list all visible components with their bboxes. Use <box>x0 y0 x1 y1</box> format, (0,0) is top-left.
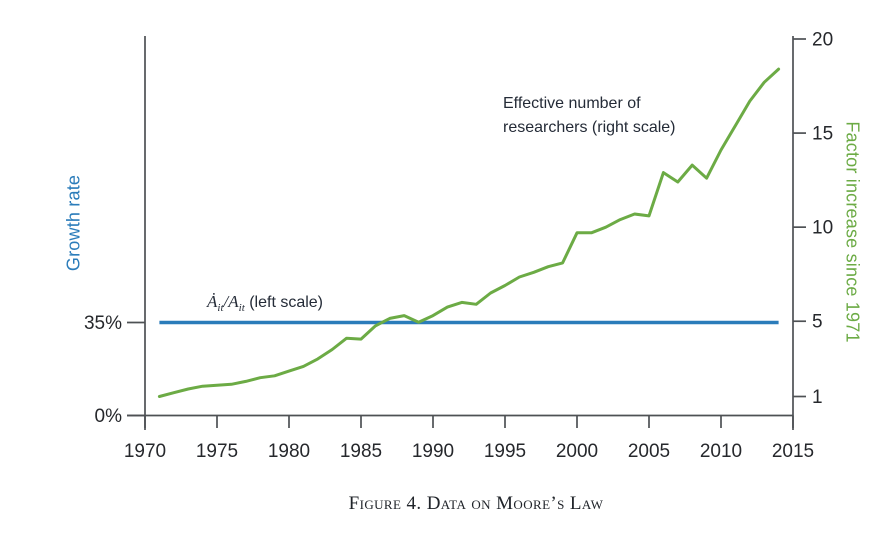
right-tick-label: 15 <box>812 124 833 145</box>
x-tick-label: 1970 <box>124 441 166 462</box>
right-tick-label: 5 <box>812 312 823 333</box>
x-tick-label: 2000 <box>556 441 598 462</box>
math-a-dot: Ȧ <box>207 292 218 311</box>
right-tick-label: 10 <box>812 218 833 239</box>
math-slash: / <box>223 292 229 311</box>
growth-annotation-suffix: (left scale) <box>244 294 324 311</box>
researchers-line <box>157 67 781 398</box>
x-tick-label: 1990 <box>412 441 454 462</box>
researchers-annotation-line2: researchers (right scale) <box>503 119 676 136</box>
right-tick-label: 20 <box>812 30 833 51</box>
growth-series-annotation: Ȧit/Ait (left scale) <box>207 292 324 315</box>
x-tick-label: 2015 <box>772 441 814 462</box>
figure-caption: Figure 4. Data on Moore’s Law <box>348 493 604 514</box>
left-tick-label: 35% <box>84 313 122 334</box>
left-axis-title: Growth rate <box>63 174 84 272</box>
right-tick-label: 1 <box>812 387 823 408</box>
left-tick-label: 0% <box>95 406 123 427</box>
math-sub-it-2: it <box>238 302 245 315</box>
data-series <box>157 67 781 398</box>
x-tick-label: 1980 <box>268 441 310 462</box>
math-a: A <box>228 292 239 311</box>
axes <box>127 36 794 430</box>
researchers-series-annotation: Effective number of researchers (right s… <box>503 92 676 140</box>
right-axis-title: Factor increase since 1971 <box>842 121 863 343</box>
math-sub-it-1: it <box>217 302 224 315</box>
x-tick-label: 1995 <box>484 441 526 462</box>
axis-ticks: 1970 1975 1980 1985 1990 1995 2000 2005 2010 2015… <box>84 30 833 463</box>
x-tick-label: 2010 <box>700 441 742 462</box>
researchers-annotation-line1: Effective number of <box>503 95 641 112</box>
x-tick-label: 1985 <box>340 441 382 462</box>
x-tick-label: 2005 <box>628 441 670 462</box>
x-tick-label: 1975 <box>196 441 238 462</box>
